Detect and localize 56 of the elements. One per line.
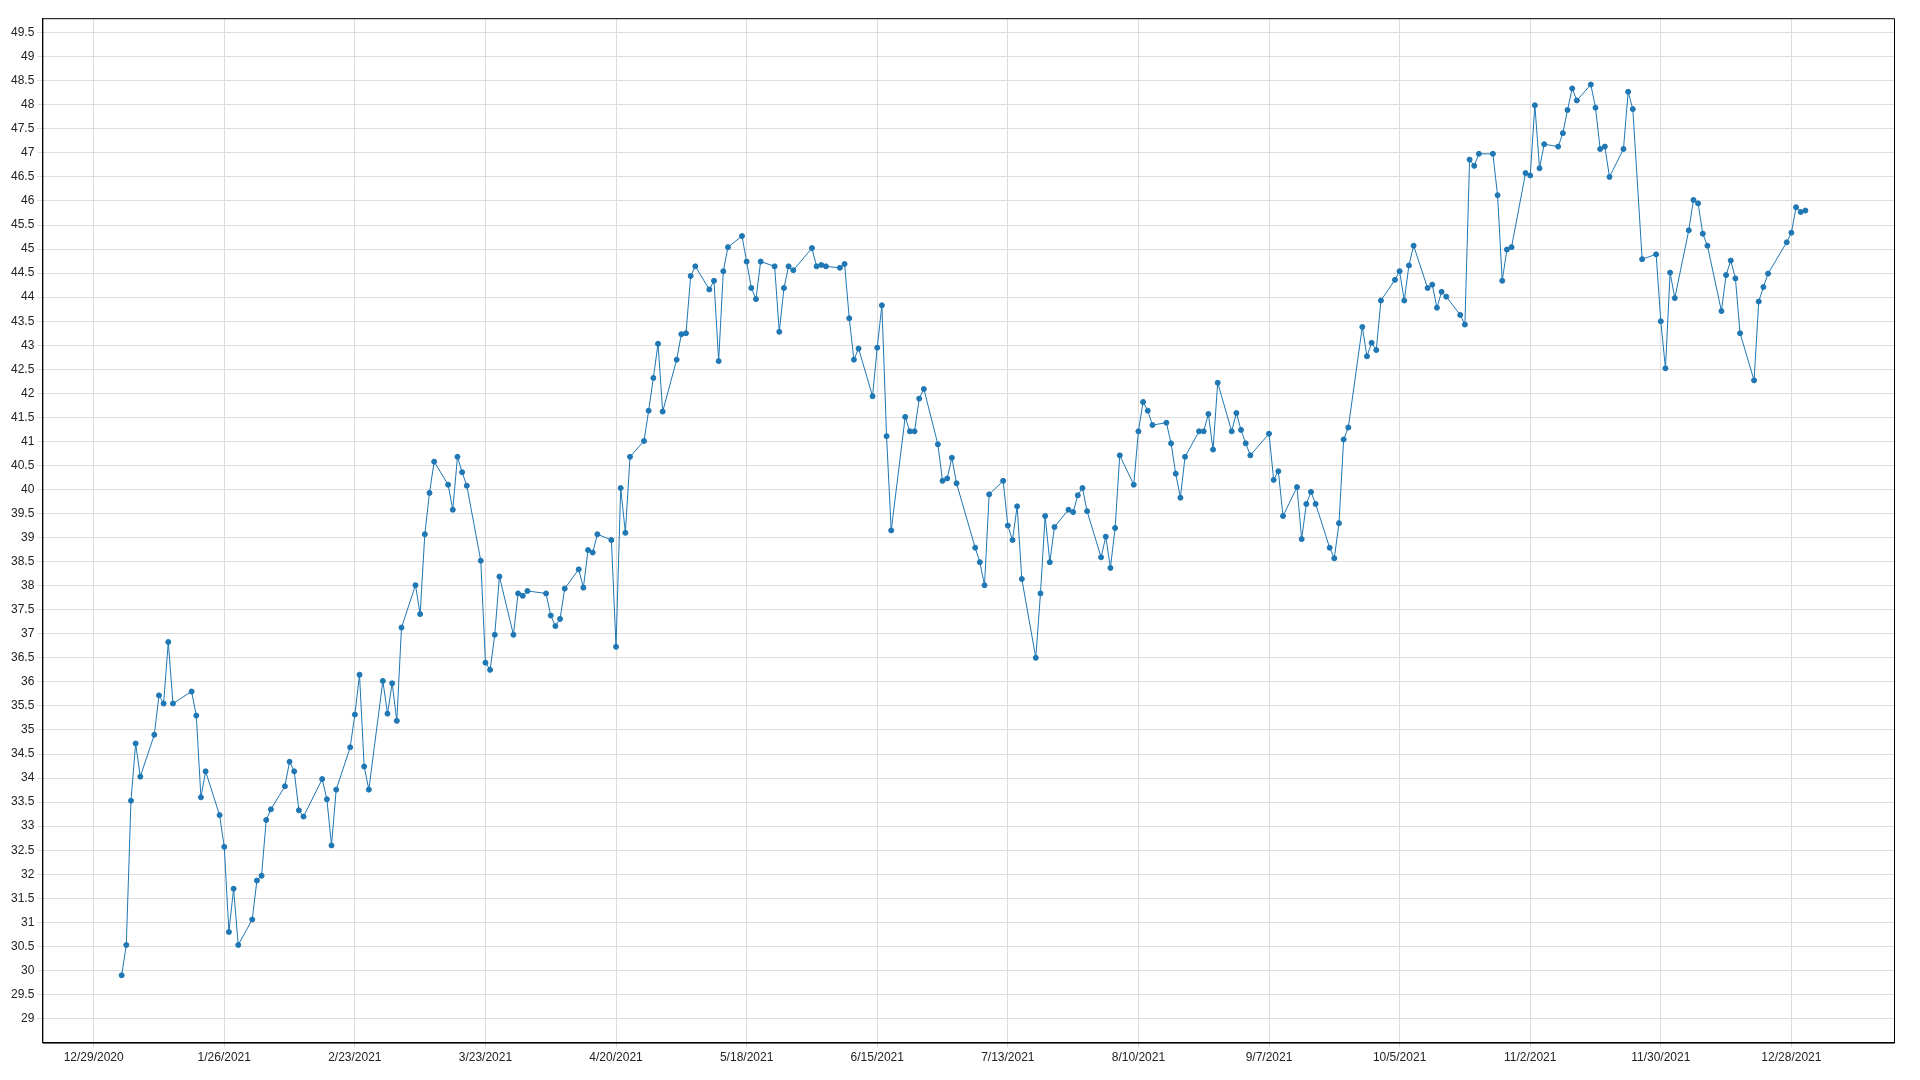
y-tick-label: 31	[21, 914, 35, 929]
y-tick-label: 49	[21, 48, 35, 63]
x-tick-label: 11/30/2021	[1631, 1050, 1691, 1065]
x-tick-label: 5/18/2021	[719, 1050, 774, 1065]
y-tick-label: 39.5	[11, 505, 35, 520]
x-tick-label: 10/5/2021	[1372, 1050, 1427, 1065]
y-tick-label: 29.5	[11, 986, 35, 1001]
y-tick-label: 30.5	[11, 938, 35, 953]
x-tick-label: 1/26/2021	[197, 1050, 252, 1065]
y-tick-label: 32	[21, 866, 35, 881]
y-tick-label: 45.5	[11, 217, 35, 232]
y-tick-label: 44	[21, 289, 35, 304]
y-tick-label: 37	[21, 626, 35, 641]
x-tick-label: 12/28/2021	[1761, 1050, 1822, 1065]
y-tick-label: 29	[21, 1010, 35, 1025]
x-tick-label: 7/13/2021	[981, 1050, 1035, 1065]
y-tick-label: 30	[21, 962, 35, 977]
y-tick-label: 36.5	[11, 650, 35, 665]
x-tick-label: 8/10/2021	[1111, 1050, 1166, 1065]
y-tick-label: 35	[21, 722, 35, 737]
y-tick-label: 46.5	[11, 169, 35, 184]
y-tick-label: 43.5	[11, 313, 35, 328]
y-tick-label: 48	[21, 97, 35, 112]
x-tick-label: 9/7/2021	[1245, 1050, 1293, 1065]
x-tick-label: 11/2/2021	[1503, 1050, 1557, 1065]
y-tick-label: 38.5	[11, 553, 35, 568]
y-tick-label: 42	[21, 385, 35, 400]
y-tick-label: 34.5	[11, 746, 35, 761]
x-tick-label: 2/23/2021	[328, 1050, 382, 1065]
x-tick-label: 12/29/2020	[63, 1050, 125, 1065]
y-tick-label: 47	[21, 145, 35, 160]
x-tick-label: 6/15/2021	[850, 1050, 905, 1065]
y-tick-label: 40.5	[11, 457, 35, 472]
y-tick-label: 37.5	[11, 602, 35, 617]
y-tick-label: 35.5	[11, 698, 35, 713]
y-tick-label: 34	[21, 770, 35, 785]
y-tick-label: 45	[21, 241, 35, 256]
y-tick-label: 47.5	[11, 121, 35, 136]
y-tick-label: 49.5	[11, 24, 35, 39]
y-tick-label: 31.5	[11, 890, 35, 905]
y-tick-label: 42.5	[11, 361, 35, 376]
y-tick-label: 33	[21, 818, 35, 833]
y-tick-label: 32.5	[11, 842, 35, 857]
y-tick-label: 40	[21, 481, 35, 496]
y-tick-label: 41.5	[11, 409, 35, 424]
y-tick-label: 46	[21, 193, 35, 208]
y-tick-label: 33.5	[11, 794, 35, 809]
y-tick-label: 48.5	[11, 73, 35, 88]
x-tick-label: 3/23/2021	[458, 1050, 513, 1065]
x-tick-label: 4/20/2021	[589, 1050, 644, 1065]
y-tick-label: 38	[21, 578, 35, 593]
y-tick-label: 39	[21, 529, 35, 544]
y-tick-label: 36	[21, 674, 35, 689]
y-tick-label: 43	[21, 337, 35, 352]
y-tick-label: 41	[21, 433, 35, 448]
y-tick-label: 44.5	[11, 265, 35, 280]
